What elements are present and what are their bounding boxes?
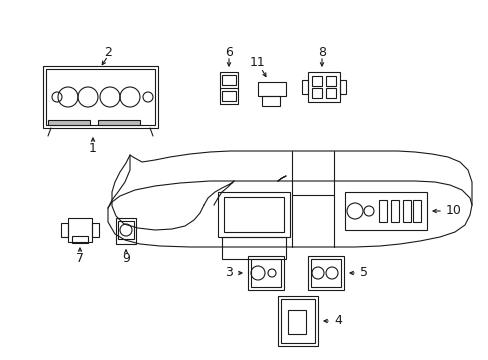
Bar	[402, 200, 410, 222]
Bar	[258, 82, 285, 96]
Bar	[247, 256, 284, 290]
Text: 5: 5	[359, 266, 367, 279]
Text: 7: 7	[76, 252, 84, 265]
Bar	[68, 218, 92, 242]
Bar	[281, 299, 314, 343]
Bar	[307, 256, 343, 290]
Bar	[310, 259, 340, 287]
Bar	[48, 120, 90, 125]
Bar	[98, 120, 140, 125]
Bar	[220, 72, 238, 104]
Bar	[412, 200, 420, 222]
Bar	[224, 197, 284, 232]
Bar	[222, 91, 236, 101]
Text: 1: 1	[89, 141, 97, 154]
Text: 6: 6	[224, 45, 232, 59]
Text: 3: 3	[224, 266, 232, 279]
Bar	[118, 221, 134, 239]
Text: 8: 8	[317, 45, 325, 59]
Bar	[325, 76, 335, 86]
Bar	[92, 223, 99, 237]
Bar	[339, 80, 346, 94]
Bar	[311, 88, 321, 98]
Bar	[43, 66, 158, 128]
Bar	[116, 218, 136, 244]
Bar	[378, 200, 386, 222]
Bar	[218, 192, 289, 237]
Bar	[262, 96, 280, 106]
Text: 2: 2	[104, 45, 112, 59]
Bar	[325, 88, 335, 98]
Bar	[46, 69, 155, 125]
Text: 11: 11	[250, 55, 265, 68]
Bar	[307, 72, 339, 102]
Bar	[72, 236, 88, 243]
Bar	[287, 310, 305, 334]
Bar	[390, 200, 398, 222]
Bar	[278, 296, 317, 346]
Bar	[61, 223, 68, 237]
Bar	[250, 259, 281, 287]
Text: 9: 9	[122, 252, 130, 265]
Text: 10: 10	[445, 203, 461, 216]
Bar	[345, 192, 426, 230]
Bar	[311, 76, 321, 86]
Bar	[222, 237, 285, 259]
Bar	[222, 75, 236, 85]
Text: 4: 4	[333, 315, 341, 328]
Bar	[302, 80, 307, 94]
